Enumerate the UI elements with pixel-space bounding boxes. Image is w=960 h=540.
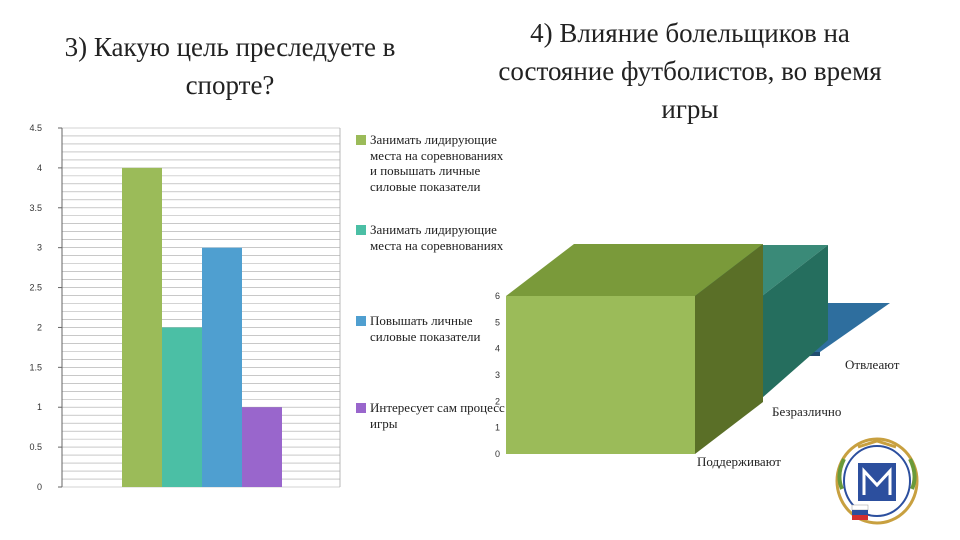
right-3d-chart: 0 1 2 3 4 5 6 Поддерживают Безразлично Отвлеают — [495, 244, 900, 469]
y-tick-label: 4.5 — [29, 123, 42, 133]
right-y-tick-label: 5 — [495, 317, 500, 327]
bar-4 — [242, 407, 282, 487]
y-tick-label: 2 — [37, 322, 42, 332]
legend-swatch-2 — [356, 225, 366, 235]
right-chart-title: 4) Влияние болельщиков на состояние футб… — [498, 18, 882, 124]
legend-label-4: Интересует сам процесс игры — [370, 400, 505, 431]
y-tick-label: 3.5 — [29, 203, 42, 213]
bar-3d-1-side — [695, 244, 763, 454]
right-y-tick-label: 0 — [495, 449, 500, 459]
legend-swatch-3 — [356, 316, 366, 326]
right-y-tick-label: 2 — [495, 396, 500, 406]
y-tick-label: 1 — [37, 402, 42, 412]
legend-swatch-1 — [356, 135, 366, 145]
y-tick-label: 0.5 — [29, 442, 42, 452]
y-tick-label: 1.5 — [29, 362, 42, 372]
left-chart-y-axis: 0 0.5 1 1.5 2 2.5 3 3.5 4 4.5 — [29, 123, 63, 492]
category-label-2: Безразлично — [772, 404, 841, 419]
right-y-tick-label: 4 — [495, 344, 500, 354]
category-label-1: Поддерживают — [697, 454, 781, 469]
left-chart-bars — [122, 167, 282, 487]
bar-3d-1-top — [506, 244, 763, 296]
y-tick-label: 0 — [37, 482, 42, 492]
bar-3 — [202, 247, 242, 487]
bar-2 — [162, 327, 202, 487]
bar-3d-1-front — [506, 296, 695, 454]
y-tick-label: 3 — [37, 243, 42, 253]
y-tick-label: 2.5 — [29, 283, 42, 293]
right-y-tick-label: 6 — [495, 291, 500, 301]
y-tick-label: 4 — [37, 163, 42, 173]
left-chart-title: 3) Какую цель преследуете в спорте? — [64, 32, 396, 100]
legend-swatch-4 — [356, 403, 366, 413]
right-y-tick-label: 3 — [495, 370, 500, 380]
legend-label-3: Повышать личные силовые показатели — [370, 313, 481, 344]
university-emblem-icon — [828, 435, 926, 527]
legend-label-1: Занимать лидирующие места на соревновани… — [370, 132, 504, 194]
legend-label-2: Занимать лидирующие места на соревновани… — [370, 222, 504, 253]
category-label-3: Отвлеают — [845, 357, 900, 372]
bar-3d-2-side — [762, 245, 828, 398]
right-y-tick-label: 1 — [495, 423, 500, 433]
bar-1 — [122, 167, 162, 487]
